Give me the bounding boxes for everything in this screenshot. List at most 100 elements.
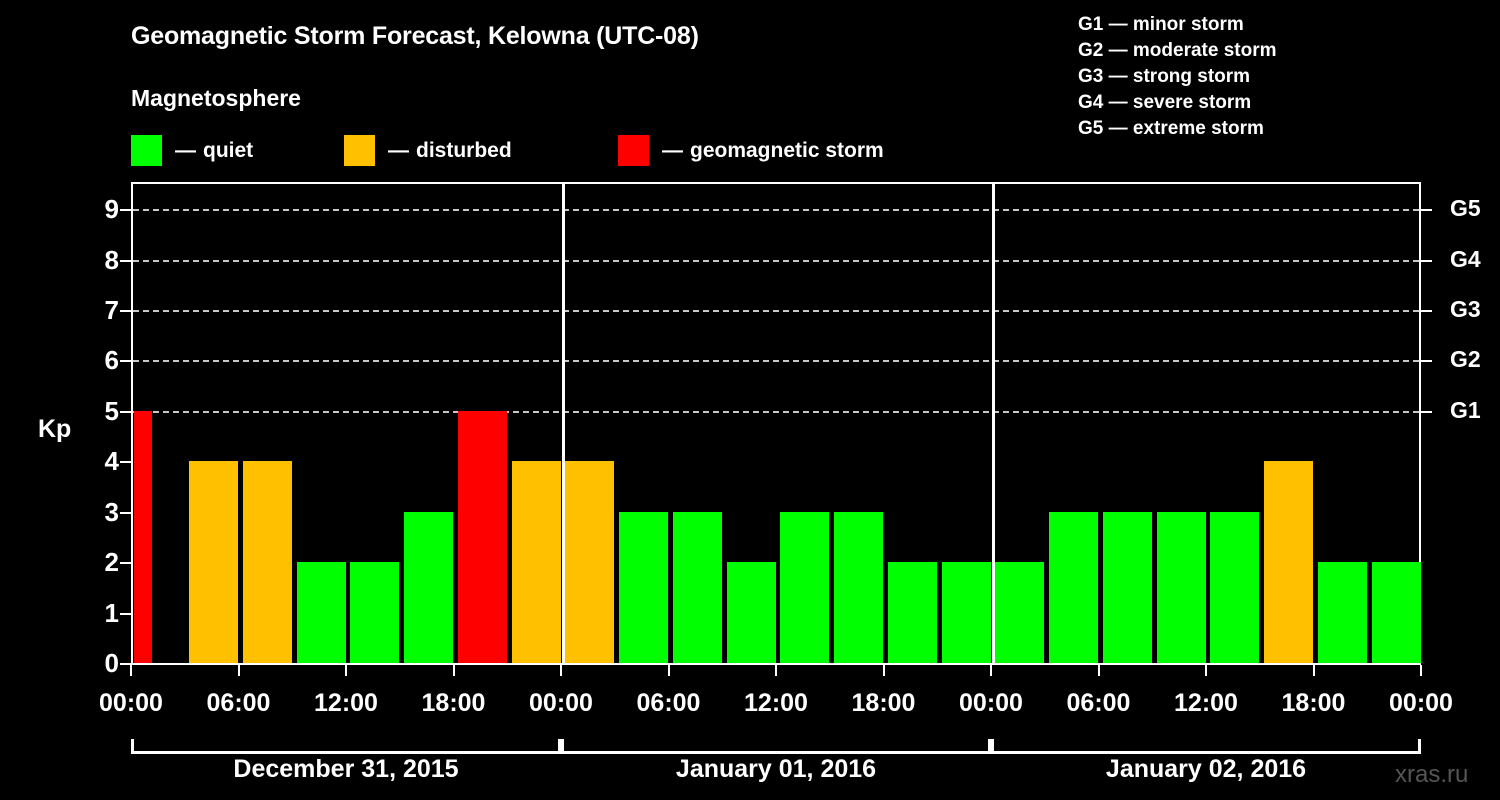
bar xyxy=(1049,511,1099,663)
y-tick-label-4: 4 xyxy=(104,446,119,477)
legend-label: quiet xyxy=(203,138,254,162)
y-tick-label-7: 7 xyxy=(104,295,119,326)
legend-label: disturbed xyxy=(416,138,512,162)
x-tick-mark-9 xyxy=(1097,665,1100,676)
x-tick-mark-10 xyxy=(1205,665,1207,676)
g-tick-label-g1: G1 xyxy=(1450,396,1481,423)
gridline-kp-8 xyxy=(133,259,1419,262)
x-tick-label-10: 12:00 xyxy=(1174,689,1238,717)
plot-area xyxy=(131,182,1421,665)
gscale-legend: G1 — minor storm G2 — moderate storm G3 — … xyxy=(1078,12,1277,142)
series-title: Magnetosphere xyxy=(131,85,301,111)
bar xyxy=(1102,511,1152,663)
x-tick-label-3: 18:00 xyxy=(421,689,486,717)
day-bracket xyxy=(131,739,561,754)
page-title: Geomagnetic Storm Forecast, Kelowna (UTC… xyxy=(131,22,699,50)
bar xyxy=(511,461,561,663)
y-axis-label: Kp xyxy=(38,415,72,443)
gridline-kp-6 xyxy=(133,360,1419,363)
g-tick-label-g3: G3 xyxy=(1450,296,1481,323)
y-tick-mark-9 xyxy=(120,209,131,212)
gscale-legend-row-g2: G2 — moderate storm xyxy=(1078,40,1277,61)
x-tick-mark-11 xyxy=(1312,665,1315,676)
g-tick-mark-g4 xyxy=(1421,259,1432,262)
bar xyxy=(887,562,937,663)
x-tick-label-4: 00:00 xyxy=(529,689,593,717)
y-tick-label-5: 5 xyxy=(104,395,119,426)
x-tick-label-5: 06:00 xyxy=(636,689,701,717)
y-tick-mark-6 xyxy=(120,360,131,363)
x-tick-mark-2 xyxy=(345,665,347,676)
legend-dash: — xyxy=(388,138,409,162)
bar xyxy=(1371,562,1421,663)
legend-entry-geomagnetic-storm: — geomagnetic storm xyxy=(618,134,884,166)
bar xyxy=(1156,511,1206,663)
x-tick-mark-4 xyxy=(560,665,562,676)
bar xyxy=(672,511,722,663)
y-tick-label-3: 3 xyxy=(104,496,119,527)
x-tick-label-6: 12:00 xyxy=(744,689,808,717)
x-tick-label-9: 06:00 xyxy=(1066,689,1131,717)
gscale-legend-row-g4: G4 — severe storm xyxy=(1078,92,1252,113)
y-tick-label-0: 0 xyxy=(104,648,119,678)
x-tick-label-2: 12:00 xyxy=(314,689,378,717)
day-label: January 01, 2016 xyxy=(675,755,877,783)
y-tick-label-2: 2 xyxy=(104,547,119,578)
plot-inner xyxy=(133,184,1421,663)
y-tick-mark-4 xyxy=(120,461,131,464)
x-tick-label-1: 06:00 xyxy=(206,689,271,717)
legend-dash: — xyxy=(662,138,683,162)
x-tick-mark-6 xyxy=(775,665,777,676)
legend-entry-quiet: — quiet xyxy=(131,134,254,166)
g-tick-mark-g5 xyxy=(1421,209,1432,212)
legend-entry-disturbed: — disturbed xyxy=(344,134,512,166)
x-tick-mark-8 xyxy=(990,665,992,676)
gscale-legend-row-g3: G3 — strong storm xyxy=(1078,66,1251,87)
bar xyxy=(1264,461,1314,663)
gridline-kp-7 xyxy=(133,310,1419,313)
bar xyxy=(619,511,669,663)
bar xyxy=(404,511,454,663)
g-tick-label-g4: G4 xyxy=(1450,245,1481,272)
x-tick-mark-3 xyxy=(452,665,455,676)
bar xyxy=(350,562,400,663)
day-divider xyxy=(561,184,565,663)
x-tick-label-8: 00:00 xyxy=(959,689,1023,717)
legend-label: geomagnetic storm xyxy=(690,138,884,162)
bar xyxy=(189,461,239,663)
day-bracket xyxy=(561,739,991,754)
day-label: January 02, 2016 xyxy=(1105,755,1307,783)
bar xyxy=(134,410,152,663)
g-tick-label-g2: G2 xyxy=(1450,346,1481,373)
bar xyxy=(995,562,1045,663)
day-bracket xyxy=(991,739,1421,754)
legend-dash: — xyxy=(175,138,196,162)
gscale-legend-row-g1: G1 — minor storm xyxy=(1078,14,1244,35)
bar xyxy=(780,511,830,663)
x-tick-mark-7 xyxy=(882,665,885,676)
g-tick-label-g5: G5 xyxy=(1450,195,1481,222)
bar xyxy=(1210,511,1260,663)
gridline-kp-9 xyxy=(133,209,1419,212)
g-tick-mark-g1 xyxy=(1421,410,1432,413)
g-tick-mark-g2 xyxy=(1421,360,1432,363)
y-tick-label-1: 1 xyxy=(104,597,119,628)
y-tick-mark-5 xyxy=(120,410,131,413)
day-label: December 31, 2015 xyxy=(233,755,459,783)
bar xyxy=(834,511,884,663)
y-tick-mark-2 xyxy=(120,562,131,565)
x-tick-mark-12 xyxy=(1420,665,1422,676)
x-tick-label-0: 00:00 xyxy=(99,689,163,717)
bar xyxy=(242,461,292,663)
x-tick-label-11: 18:00 xyxy=(1281,689,1346,717)
bar xyxy=(1317,562,1367,663)
y-tick-mark-3 xyxy=(120,511,131,514)
geomagnetic-storm-swatch xyxy=(618,134,649,166)
disturbed-swatch xyxy=(344,134,375,166)
y-tick-mark-7 xyxy=(120,310,131,313)
g-tick-mark-g3 xyxy=(1421,310,1432,313)
y-tick-label-9: 9 xyxy=(104,194,119,225)
bar xyxy=(296,562,346,663)
gscale-legend-row-g5: G5 — extreme storm xyxy=(1078,118,1264,139)
watermark: xras.ru xyxy=(1395,761,1469,788)
